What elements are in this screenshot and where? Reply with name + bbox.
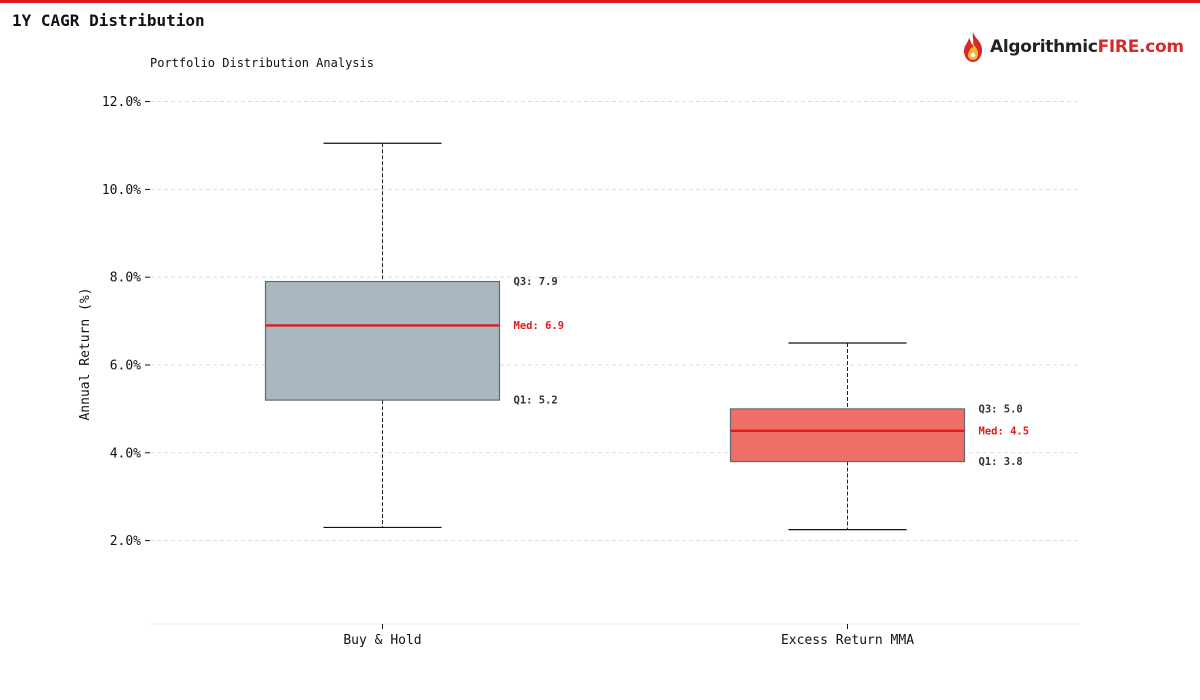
median-label: Med: 6.9 — [514, 320, 565, 332]
flame-icon — [964, 32, 982, 62]
y-tick-label: 8.0% — [110, 271, 141, 286]
brand-logo[interactable]: AlgorithmicFIRE.com — [960, 30, 1184, 64]
y-tick-label: 6.0% — [110, 358, 141, 373]
q3-label: Q3: 5.0 — [979, 403, 1023, 415]
q3-label: Q3: 7.9 — [514, 276, 558, 288]
chart-subtitle: Portfolio Distribution Analysis — [150, 56, 374, 70]
logo-text: AlgorithmicFIRE.com — [990, 37, 1184, 57]
y-tick-label: 4.0% — [110, 446, 141, 461]
x-tick-label: Buy & Hold — [343, 633, 421, 648]
logo-text-main: Algorithmic — [990, 37, 1098, 57]
y-tick-label: 2.0% — [110, 534, 141, 549]
page-title: 1Y CAGR Distribution — [12, 11, 205, 30]
iqr-box — [264, 280, 501, 401]
top-accent-bar — [0, 0, 1200, 3]
axes-layer: 2.0% 4.0% 6.0% 8.0% 10.0% 12.0% Buy & Hold Exce… — [102, 95, 1080, 648]
y-tick-label: 10.0% — [102, 183, 141, 198]
x-tick-label: Excess Return MMA — [781, 633, 914, 648]
y-axis-label: Annual Return (%) — [78, 287, 93, 420]
boxes-layer: Q3: 7.9 Med: 6.9 Q1: 5.2 Q3: 5.0 Med: 4.5 Q1:… — [264, 142, 1030, 531]
logo-text-accent: FIRE.com — [1097, 37, 1184, 57]
y-tick-label: 12.0% — [102, 95, 141, 110]
q1-label: Q1: 5.2 — [514, 395, 558, 407]
median-label: Med: 4.5 — [979, 425, 1030, 437]
q1-label: Q1: 3.8 — [979, 456, 1023, 468]
iqr-box — [729, 408, 966, 463]
